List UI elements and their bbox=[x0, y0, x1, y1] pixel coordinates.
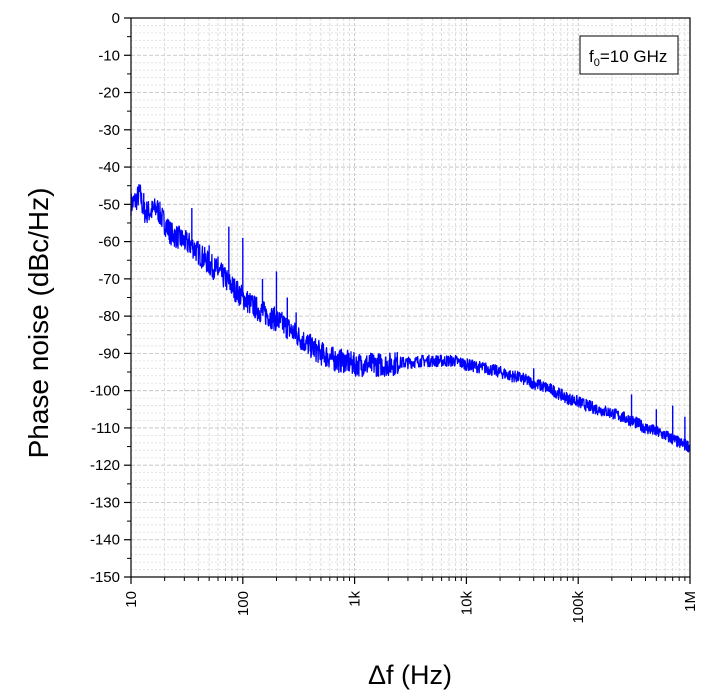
x-tick-label: 1M bbox=[682, 591, 699, 612]
y-tick-label: -50 bbox=[98, 196, 120, 213]
x-tick-label: 10 bbox=[123, 591, 140, 608]
y-axis-title: Phase noise (dBc/Hz) bbox=[23, 188, 54, 459]
y-tick-label: -110 bbox=[91, 420, 120, 437]
y-tick-label: -60 bbox=[98, 234, 120, 251]
y-tick-label: -100 bbox=[90, 383, 120, 400]
y-tick-label: 0 bbox=[112, 10, 120, 27]
x-axis-title: Δf (Hz) bbox=[368, 660, 452, 690]
legend-box: f0=10 GHz bbox=[579, 35, 679, 75]
y-tick-labels: 0 -10 -20 -30 -40 -50 -60 -70 -80 -90 -100 -110 -120… bbox=[90, 10, 120, 586]
y-tick-label: -90 bbox=[98, 345, 120, 362]
data-series bbox=[130, 184, 691, 453]
legend-f: f bbox=[589, 47, 594, 66]
legend-frame bbox=[579, 35, 679, 75]
y-tick-label: -70 bbox=[98, 271, 120, 288]
legend-rest: =10 GHz bbox=[600, 47, 668, 66]
y-tick-label: -130 bbox=[90, 494, 120, 511]
y-tick-label: -120 bbox=[90, 457, 120, 474]
x-tick-label: 100k bbox=[570, 591, 587, 624]
y-tick-label: -150 bbox=[90, 569, 120, 586]
x-tick-labels: 10 100 1k 10k 100k 1M bbox=[123, 591, 699, 624]
y-tick-label: -80 bbox=[98, 308, 120, 325]
legend-subscript: 0 bbox=[594, 57, 600, 69]
y-tick-label: -40 bbox=[98, 159, 120, 176]
x-tick-label: 100 bbox=[235, 591, 252, 616]
y-tick-label: -140 bbox=[90, 532, 120, 549]
grid-lines bbox=[130, 17, 690, 578]
x-tick-label: 10k bbox=[458, 591, 475, 616]
series-line bbox=[130, 184, 691, 453]
x-tick-label: 1k bbox=[347, 591, 364, 607]
legend-label: f0=10 GHz bbox=[589, 47, 667, 69]
axes bbox=[124, 17, 691, 584]
y-tick-label: -20 bbox=[98, 85, 120, 102]
y-tick-label: -30 bbox=[98, 122, 120, 139]
y-tick-label: -10 bbox=[98, 47, 120, 64]
